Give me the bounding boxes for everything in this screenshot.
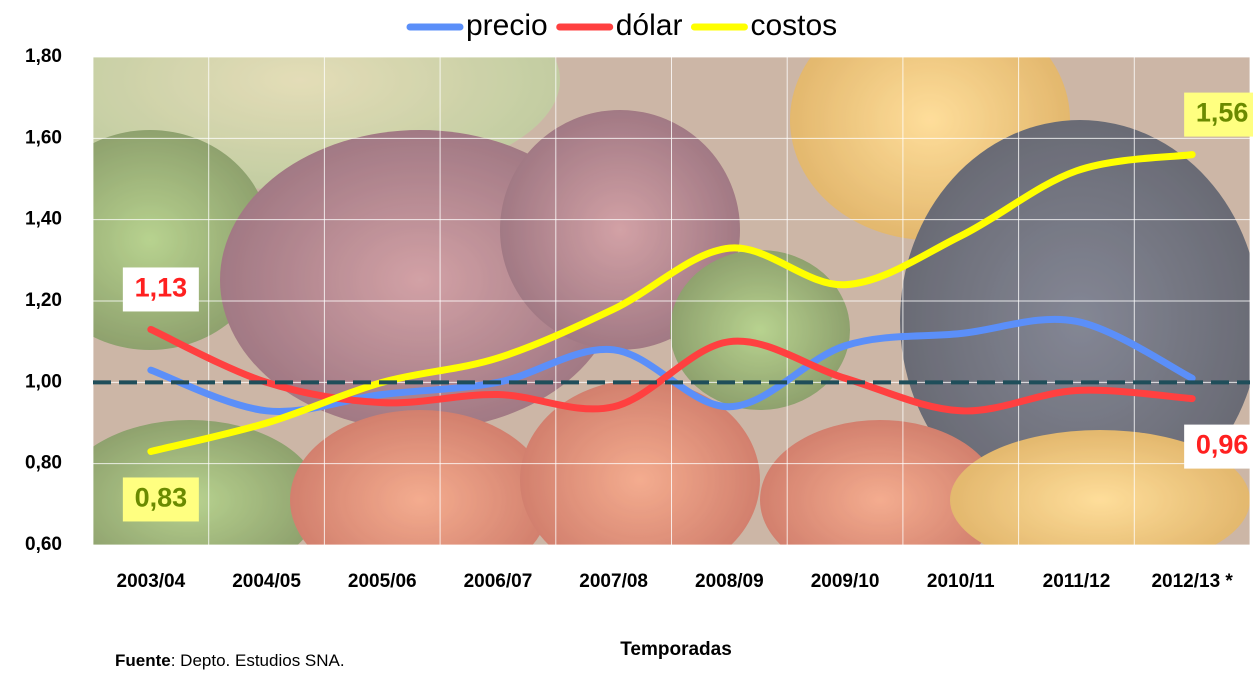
x-tick-label: 2008/09 (695, 571, 764, 592)
source-text: : Depto. Estudios SNA. (171, 651, 345, 670)
data-label-box (1184, 424, 1253, 469)
x-tick-label: 2009/10 (811, 571, 880, 592)
x-tick-label: 2003/04 (117, 571, 186, 592)
x-tick-label: 2006/07 (464, 571, 533, 592)
legend-label: precio (466, 9, 548, 42)
x-tick-label: 2012/13 * (1151, 571, 1233, 592)
x-axis-title: Temporadas (620, 639, 732, 660)
legend-label: costos (750, 9, 837, 42)
y-tick-label: 1,80 (25, 46, 62, 67)
x-tick-label: 2011/12 (1043, 571, 1111, 592)
legend-label: dólar (616, 9, 683, 42)
y-tick-label: 1,00 (25, 371, 62, 392)
line-series (147, 151, 1196, 455)
x-tick-label: 2005/06 (348, 571, 417, 592)
data-label: 0,96 (1196, 430, 1249, 460)
y-tick-label: 0,60 (25, 534, 62, 555)
source: Fuente: Depto. Estudios SNA. (115, 651, 345, 670)
y-tick-label: 1,20 (25, 290, 62, 311)
data-label: 1,56 (1196, 98, 1249, 128)
y-tick-label: 0,80 (25, 453, 62, 474)
data-label: 0,83 (135, 483, 188, 513)
data-label-box (122, 267, 199, 312)
x-tick-label: 2007/08 (579, 571, 648, 592)
x-tick-label: 2010/11 (927, 571, 995, 592)
data-label-box (122, 477, 199, 522)
y-tick-label: 1,40 (25, 209, 62, 230)
data-label: 1,13 (135, 273, 188, 303)
data-label-box (1184, 92, 1253, 137)
y-tick-label: 1,60 (25, 127, 62, 148)
source-label: Fuente (115, 651, 171, 670)
line-series (147, 325, 1196, 415)
x-tick-label: 2004/05 (232, 571, 301, 592)
